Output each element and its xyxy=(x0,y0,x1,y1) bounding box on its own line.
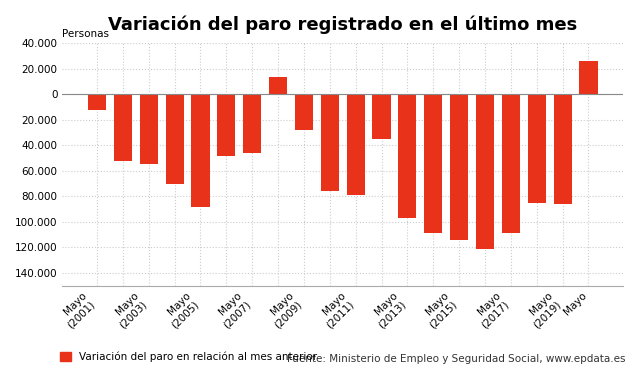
Bar xyxy=(450,94,468,240)
Bar xyxy=(321,94,339,191)
Bar xyxy=(191,94,209,207)
Legend: Variación del paro en relación al mes anterior: Variación del paro en relación al mes an… xyxy=(56,347,322,366)
Bar xyxy=(166,94,184,184)
Bar xyxy=(243,94,262,153)
Text: Fuente: Ministerio de Empleo y Seguridad Social, www.epdata.es: Fuente: Ministerio de Empleo y Seguridad… xyxy=(287,354,626,364)
Bar xyxy=(424,94,442,233)
Bar xyxy=(140,94,158,165)
Bar xyxy=(476,94,494,249)
Text: Personas: Personas xyxy=(63,28,110,39)
Bar xyxy=(295,94,313,130)
Bar xyxy=(398,94,417,218)
Title: Variación del paro registrado en el último mes: Variación del paro registrado en el últi… xyxy=(108,15,577,33)
Bar xyxy=(346,94,365,195)
Bar xyxy=(88,94,106,110)
Bar xyxy=(502,94,520,233)
Bar xyxy=(269,76,287,94)
Bar xyxy=(528,94,545,203)
Bar xyxy=(373,94,390,139)
Bar xyxy=(554,94,572,204)
Bar xyxy=(579,61,598,94)
Bar xyxy=(218,94,235,156)
Bar xyxy=(114,94,132,160)
